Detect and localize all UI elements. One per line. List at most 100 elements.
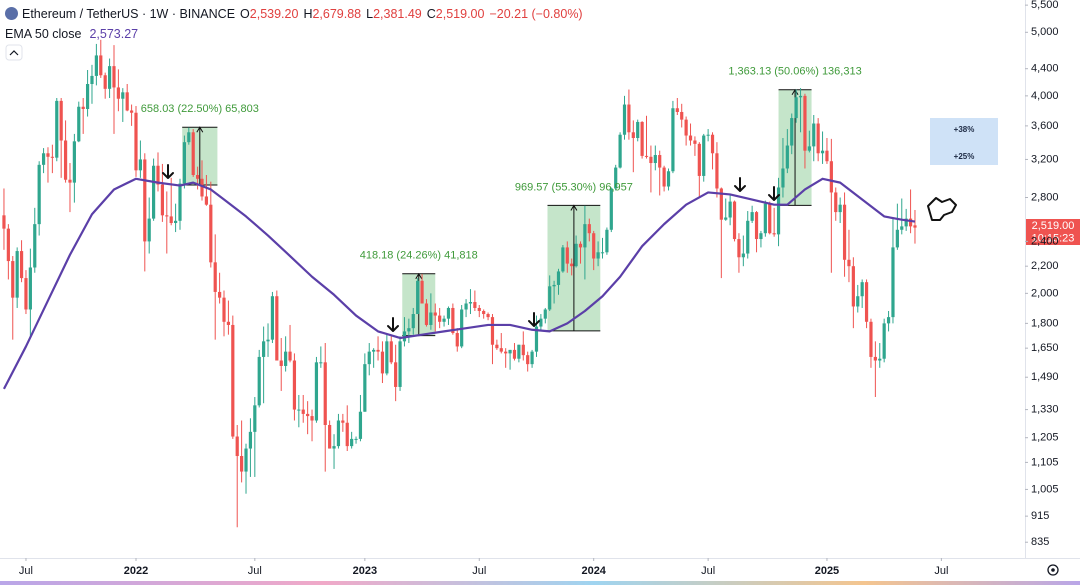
y-tick-label: 1,490 [1031,371,1059,383]
candle-body [94,55,98,76]
candle-body [693,140,697,144]
x-tick-label: Jul [19,565,33,577]
measure-label: 969.57 (55.30%) 96,957 [515,181,633,193]
candle-body [367,351,371,365]
candle-body [644,155,649,157]
candle-body [842,204,847,260]
candle-body [107,66,112,89]
candle-body [191,132,195,175]
symbol-logo [5,7,18,20]
candle-body [28,267,32,310]
x-tick-label: 2024 [581,565,606,577]
candle-body [2,215,6,229]
candle-body [825,150,829,162]
candle-body [812,123,816,147]
candle-body [640,121,644,156]
y-tick-label: 915 [1031,510,1049,522]
candle-body [724,217,728,220]
candle-body [253,405,257,432]
target-label: +38% [954,125,975,134]
candle-body [59,100,63,141]
candle-body [614,167,618,189]
y-tick-label: 2,000 [1031,287,1059,299]
x-tick-label: 2022 [124,565,148,577]
candle-body [578,243,583,248]
candle-body [517,344,521,359]
y-tick-label: 835 [1031,536,1049,548]
candle-body [345,422,349,447]
measure-label: 418.18 (24.26%) 41,818 [360,250,478,262]
candle-body [424,303,429,325]
candle-body [116,87,120,99]
candle-body [776,187,781,235]
candle-body [310,416,314,421]
candle-body [719,188,723,220]
candle-body [138,159,142,171]
candle-body [671,108,675,172]
candle-body [72,141,76,183]
candle-body [759,233,763,240]
target-box [930,118,998,165]
candle-body [288,351,292,361]
candle-body [636,121,640,139]
collapse-button[interactable] [5,44,23,61]
candle-body [715,153,719,189]
countdown: 10:15:23 [1032,232,1075,244]
ohlc-key: L [366,7,374,21]
candle-body [275,296,279,361]
candle-body [244,448,248,472]
arrow [162,164,174,179]
measure-label: 1,363.13 (50.06%) 136,313 [728,66,861,78]
candle-body [226,321,231,325]
candle-body [710,134,715,154]
candle-body [913,225,917,228]
collapse-icon [9,50,19,56]
measure-label: 658.03 (22.50%) 65,803 [141,103,259,115]
candle-body [147,218,151,242]
candle-body [499,348,503,352]
ohlc-key: O [240,7,250,21]
candle-body [363,364,367,412]
candle-body [19,251,24,279]
candle-body [99,55,103,76]
y-tick-label: 1,330 [1031,403,1059,415]
candle-body [151,165,156,219]
candle-body [332,446,336,449]
candle-body [6,228,10,262]
candle-body [301,409,305,414]
candle-body [618,134,622,168]
candle-body [600,252,605,254]
candle-body [358,411,363,439]
symbol-row: Ethereum / TetherUS · 1W · BINANCE O2,539… [0,4,583,24]
candle-body [895,229,899,248]
candle-body [878,358,882,361]
candle-body [297,409,301,411]
y-tick-label: 2,200 [1031,260,1059,272]
y-tick-label: 1,205 [1031,432,1059,444]
candle-body [605,229,609,253]
candle-body [495,344,499,349]
candle-body [653,155,657,164]
candle-body [165,215,169,217]
settings-button[interactable] [1047,564,1059,576]
candle-body [508,349,512,354]
candle-body [631,132,635,139]
candle-body [389,341,393,363]
candle-body [323,362,327,425]
candle-body [627,104,631,133]
candle-body [438,315,442,322]
y-tick-label: 1,105 [1031,456,1059,468]
candle-body [552,284,556,287]
candle-body [732,201,737,240]
candle-body [526,355,530,365]
candle-body [350,438,354,447]
ohlc-value: 2,539.20 [249,7,299,21]
candle-body [702,135,706,176]
y-tick-label: 5,500 [1031,0,1059,11]
y-tick-label: 4,400 [1031,63,1059,75]
candle-body [292,360,297,410]
hand-icon [927,197,957,221]
candle-body [442,318,446,322]
candle-body [319,362,323,364]
